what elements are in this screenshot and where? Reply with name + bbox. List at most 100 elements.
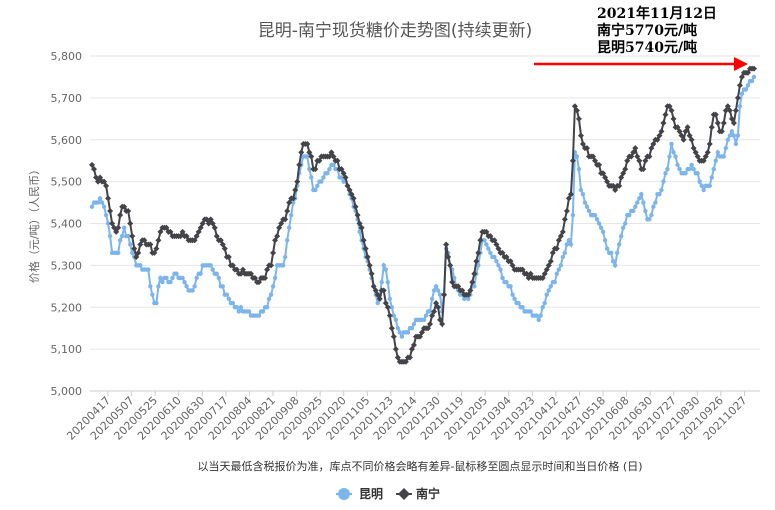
data-point bbox=[155, 237, 162, 244]
data-point bbox=[199, 220, 206, 227]
data-point bbox=[280, 263, 286, 268]
data-point bbox=[523, 270, 530, 277]
data-point bbox=[316, 157, 323, 164]
data-point bbox=[519, 266, 526, 273]
data-point bbox=[594, 217, 600, 222]
data-point bbox=[580, 191, 586, 197]
data-point bbox=[372, 287, 379, 294]
data-point bbox=[203, 216, 210, 223]
data-point bbox=[138, 263, 143, 268]
data-point bbox=[650, 140, 657, 147]
data-point bbox=[278, 220, 285, 227]
data-point bbox=[315, 183, 320, 189]
data-point bbox=[147, 241, 154, 248]
data-point bbox=[127, 220, 134, 227]
data-point bbox=[179, 228, 186, 235]
data-point bbox=[614, 250, 620, 256]
annotation-line-nanning: 南宁5770元/吨 bbox=[597, 23, 698, 39]
data-point bbox=[528, 309, 533, 314]
data-point bbox=[439, 321, 446, 327]
data-point bbox=[575, 115, 582, 122]
data-point bbox=[105, 221, 111, 226]
data-point bbox=[103, 182, 110, 189]
data-point bbox=[642, 157, 649, 164]
data-point bbox=[541, 270, 548, 277]
data-point bbox=[292, 187, 299, 193]
data-point bbox=[666, 103, 673, 110]
data-point bbox=[712, 111, 719, 118]
series-line-nanning bbox=[91, 67, 754, 363]
data-point bbox=[296, 161, 303, 168]
data-point bbox=[602, 174, 609, 181]
data-point bbox=[133, 254, 140, 260]
data-point bbox=[239, 266, 246, 273]
data-point bbox=[504, 279, 509, 285]
data-point bbox=[734, 94, 741, 101]
data-point bbox=[177, 233, 184, 240]
data-point bbox=[180, 275, 185, 281]
data-point bbox=[146, 267, 151, 272]
data-point bbox=[538, 313, 543, 318]
data-point bbox=[667, 154, 672, 159]
data-point bbox=[397, 330, 403, 335]
data-point bbox=[579, 140, 586, 147]
data-point bbox=[730, 120, 737, 126]
annotation-line-kunming: 昆明5740元/吨 bbox=[597, 40, 698, 56]
data-point bbox=[735, 133, 741, 138]
data-point bbox=[627, 212, 632, 218]
data-point bbox=[499, 249, 506, 256]
data-point bbox=[247, 270, 254, 277]
data-point bbox=[184, 284, 189, 289]
data-point bbox=[350, 195, 357, 202]
data-point bbox=[492, 254, 497, 260]
data-point bbox=[582, 200, 588, 205]
data-point bbox=[305, 154, 310, 159]
data-point bbox=[724, 103, 731, 110]
data-point bbox=[276, 224, 283, 231]
data-point bbox=[379, 279, 384, 285]
data-point bbox=[542, 300, 547, 306]
data-point bbox=[660, 120, 667, 126]
data-point bbox=[137, 241, 144, 248]
data-point bbox=[602, 238, 608, 243]
data-point bbox=[284, 207, 291, 214]
data-point bbox=[662, 111, 669, 118]
data-point bbox=[471, 270, 478, 277]
data-point bbox=[547, 258, 554, 265]
data-point bbox=[483, 228, 490, 235]
data-point bbox=[578, 187, 584, 193]
data-point bbox=[105, 195, 112, 202]
legend-label-kunming: 昆明 bbox=[359, 487, 383, 501]
data-point bbox=[348, 191, 355, 198]
data-point bbox=[618, 174, 625, 181]
data-point bbox=[307, 166, 312, 172]
data-point bbox=[190, 288, 195, 293]
x-axis-label: 以当天最低含税报价为准，库点不同价格会略有差异-鼠标移至圆点显示时间和当日价格 … bbox=[197, 459, 642, 473]
data-point bbox=[220, 284, 225, 289]
data-point bbox=[346, 187, 353, 193]
data-point bbox=[577, 132, 584, 139]
data-point bbox=[546, 288, 551, 293]
data-point bbox=[264, 305, 270, 310]
legend-label-nanning: 南宁 bbox=[416, 486, 440, 501]
data-point bbox=[306, 149, 313, 156]
data-point bbox=[115, 224, 122, 231]
data-point bbox=[543, 266, 550, 273]
data-point bbox=[330, 153, 337, 160]
data-point bbox=[342, 174, 349, 181]
data-point bbox=[498, 267, 503, 272]
data-point bbox=[423, 313, 429, 318]
data-point bbox=[251, 274, 258, 281]
data-point bbox=[101, 178, 108, 185]
data-point bbox=[111, 224, 118, 231]
y-tick-label: 5,000 bbox=[51, 385, 83, 398]
data-point bbox=[167, 228, 174, 235]
data-point bbox=[486, 246, 491, 251]
data-point bbox=[157, 228, 164, 235]
data-point bbox=[569, 157, 576, 164]
data-point bbox=[736, 82, 743, 89]
data-point bbox=[592, 212, 598, 218]
data-point bbox=[610, 182, 617, 189]
data-point bbox=[465, 291, 472, 298]
